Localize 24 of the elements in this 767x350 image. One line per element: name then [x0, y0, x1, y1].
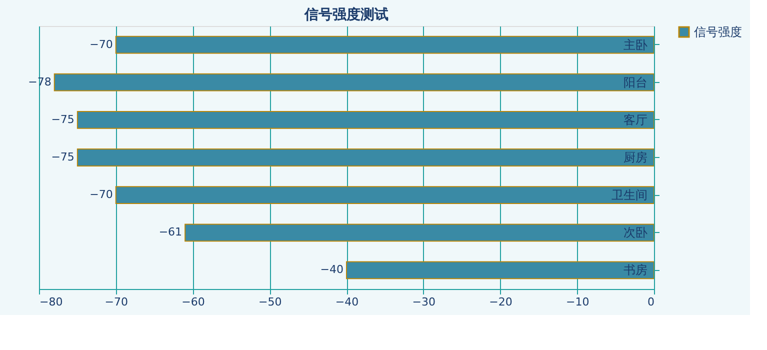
- x-tick-label: 0: [648, 296, 654, 308]
- data-label: −40: [320, 263, 344, 276]
- y-tick-label: 主卧: [624, 38, 648, 52]
- data-label: −75: [51, 112, 74, 126]
- y-tick-label: 客厅: [624, 112, 648, 127]
- y-tick-label: 厨房: [624, 150, 648, 164]
- legend-label: 信号强度: [694, 25, 742, 39]
- y-tick-label: 书房: [624, 263, 648, 278]
- x-tick-label: −70: [104, 296, 128, 308]
- x-tick-label: −10: [566, 296, 590, 308]
- chart-title: 信号强度测试: [304, 6, 388, 23]
- x-tick-label: −30: [412, 296, 436, 308]
- data-label: −75: [51, 150, 74, 164]
- y-tick-label: 次卧: [624, 226, 648, 240]
- y-tick-label: 卫生间: [612, 188, 648, 202]
- x-tick-label: −60: [182, 296, 205, 308]
- x-tick-label: −20: [489, 296, 512, 308]
- data-label: −70: [90, 38, 113, 51]
- x-tick-label: −50: [258, 296, 282, 308]
- x-tick-label: −40: [335, 296, 359, 308]
- data-label: −61: [158, 226, 182, 239]
- x-tick-label: −80: [40, 296, 63, 308]
- y-tick-label: 阳台: [624, 75, 648, 90]
- data-label: −70: [90, 188, 113, 202]
